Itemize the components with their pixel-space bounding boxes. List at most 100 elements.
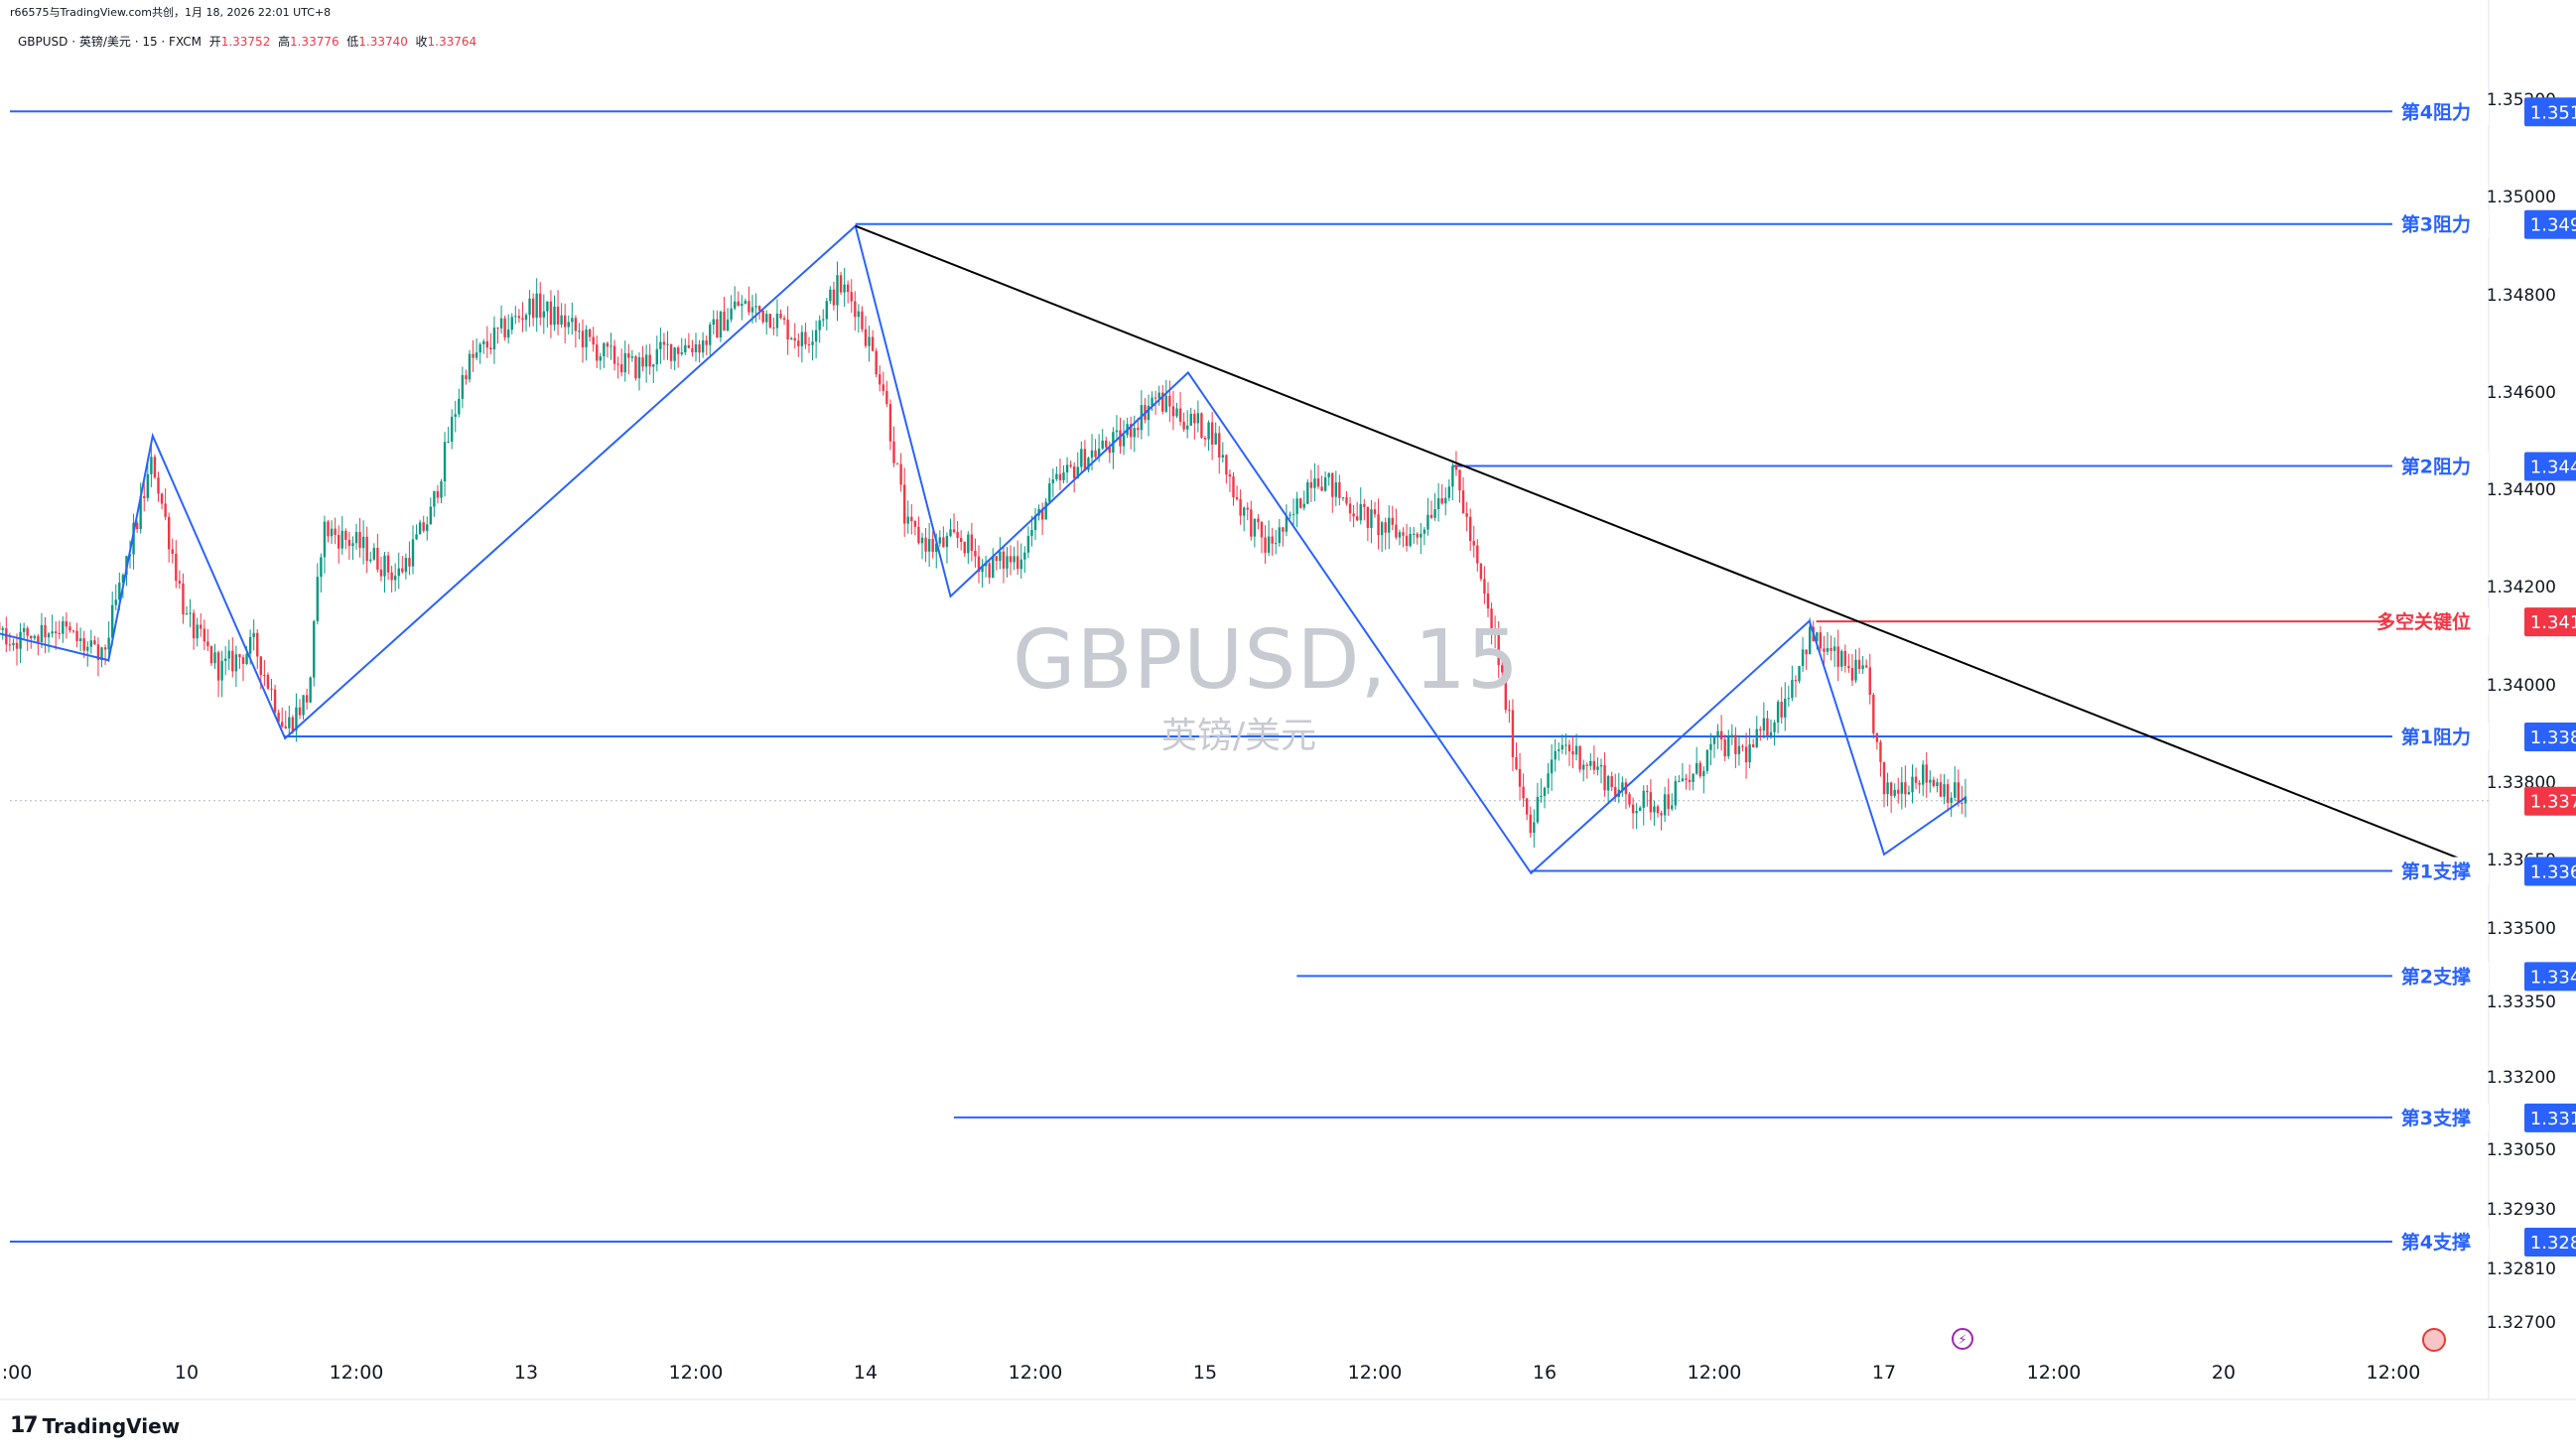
level-name-label[interactable]: 第4阻力	[2401, 100, 2471, 123]
level-name-bg	[2397, 452, 2489, 480]
tradingview-logo-mark: 17	[10, 1413, 39, 1438]
candle-body	[786, 320, 789, 340]
candle-body	[1550, 759, 1554, 774]
candle-body	[1051, 478, 1055, 484]
candle-body	[270, 688, 273, 690]
candle-body	[648, 354, 651, 367]
symbol-description: GBPUSD · 英镑/美元 · 15 · FXCM	[18, 35, 203, 49]
candle-body	[1235, 497, 1239, 499]
level-price-badge[interactable]	[2524, 1228, 2576, 1256]
level-price-badge[interactable]	[2524, 1103, 2576, 1132]
candle-body	[1547, 773, 1550, 788]
candle-body	[652, 364, 655, 367]
candle-body	[1101, 440, 1104, 450]
level-name-label[interactable]: 第3支撑	[2401, 1107, 2471, 1129]
candle-body	[1734, 734, 1737, 754]
candle-body	[327, 521, 330, 537]
candle-body	[836, 275, 839, 306]
candle-body	[1801, 649, 1805, 666]
level-price-badge[interactable]	[2524, 722, 2576, 751]
level-price-label: 1.35175	[2530, 102, 2576, 123]
candle-body	[1465, 513, 1468, 517]
level-name-label[interactable]: 第1阻力	[2401, 726, 2471, 748]
tradingview-logo[interactable]: 17 TradingView	[10, 1413, 180, 1438]
candle-body	[765, 314, 768, 323]
level-price-badge[interactable]	[2524, 97, 2576, 127]
candle-body	[603, 342, 606, 357]
symbol-legend[interactable]: GBPUSD · 英镑/美元 · 15 · FXCM 开1.33752 高1.3…	[18, 33, 476, 50]
candle-body	[528, 298, 531, 316]
candle-body	[811, 341, 814, 345]
candle-body	[1447, 486, 1451, 498]
candle-body	[189, 612, 192, 614]
candle-body	[1716, 730, 1719, 736]
candle-body	[489, 347, 492, 350]
candle-body	[209, 646, 213, 664]
candle-body	[1882, 761, 1886, 795]
candle-body	[40, 624, 44, 642]
level-name-label[interactable]: 第1支撑	[2401, 860, 2471, 883]
candle-body	[200, 624, 203, 629]
x-tick-label: 15	[1193, 1362, 1217, 1384]
event-icon[interactable]	[2422, 1328, 2446, 1352]
candle-body	[1932, 779, 1936, 787]
time-axis[interactable]: :00 10 12:00 13 12:00 14 12:00 15 12:00 16 12:00 17…	[2, 1362, 2421, 1384]
level-name-label[interactable]: 第4支撑	[2401, 1231, 2471, 1254]
candle-body	[1164, 395, 1168, 412]
level-price-badge[interactable]	[2524, 607, 2576, 637]
candle-body	[418, 522, 422, 535]
level-lines[interactable]	[10, 110, 2489, 1243]
zigzag-line[interactable]	[0, 223, 1966, 875]
candle-body	[323, 521, 327, 558]
candle-body	[1737, 745, 1741, 754]
candle-body	[213, 652, 216, 664]
candle-body	[698, 343, 701, 353]
candle-body	[1013, 556, 1016, 563]
candle-body	[514, 316, 517, 318]
level-price-badge[interactable]	[2524, 962, 2576, 991]
current-price-badge[interactable]	[2524, 786, 2576, 816]
candle-body	[1850, 668, 1854, 681]
drawings[interactable]	[0, 223, 2486, 875]
candle-body	[1006, 556, 1009, 569]
candle-body	[1182, 421, 1185, 430]
candle-body	[1843, 650, 1847, 666]
candle-body	[1830, 647, 1832, 651]
candle-body	[1267, 536, 1271, 553]
x-tick-label: 17	[1872, 1362, 1896, 1384]
level-name-label[interactable]: 第2阻力	[2401, 455, 2471, 477]
candle-body	[1857, 659, 1861, 670]
candle-body	[924, 537, 927, 552]
level-price-badge[interactable]	[2524, 857, 2576, 886]
y-tick-label: 1.34800	[2487, 286, 2556, 306]
descending-trendline[interactable]	[855, 224, 2486, 870]
candle-body	[535, 293, 538, 319]
candle-body	[1872, 694, 1875, 733]
candle-body	[415, 534, 418, 540]
candle-body	[1359, 503, 1362, 521]
level-price-badge[interactable]	[2524, 452, 2576, 481]
level-labels[interactable]: 第4阻力 1.35175 第3阻力 1.34944 第2阻力 1.34448 多空关键位 1.…	[2376, 97, 2576, 1256]
candle-body	[885, 390, 888, 405]
candle-body	[82, 638, 85, 651]
candle-body	[757, 306, 761, 311]
candle-body	[492, 328, 496, 350]
candle-body	[754, 306, 757, 308]
candle-body	[1603, 764, 1606, 791]
candle-body	[103, 647, 107, 650]
level-name-label[interactable]: 第3阻力	[2401, 213, 2471, 236]
candle-body	[1147, 405, 1151, 421]
candle-body	[37, 635, 40, 642]
candle-body	[1080, 449, 1083, 467]
level-price-badge[interactable]	[2524, 209, 2576, 239]
candle-body	[1129, 424, 1133, 438]
level-name-label[interactable]: 第2支撑	[2401, 965, 2471, 988]
candle-body	[1784, 698, 1787, 718]
level-name-label[interactable]: 多空关键位	[2376, 610, 2471, 633]
candle-body	[273, 689, 277, 714]
candle-body	[1504, 672, 1508, 711]
candle-body	[397, 568, 400, 577]
candle-body	[171, 549, 174, 554]
flash-icon[interactable]: ⚡	[1952, 1328, 1973, 1350]
